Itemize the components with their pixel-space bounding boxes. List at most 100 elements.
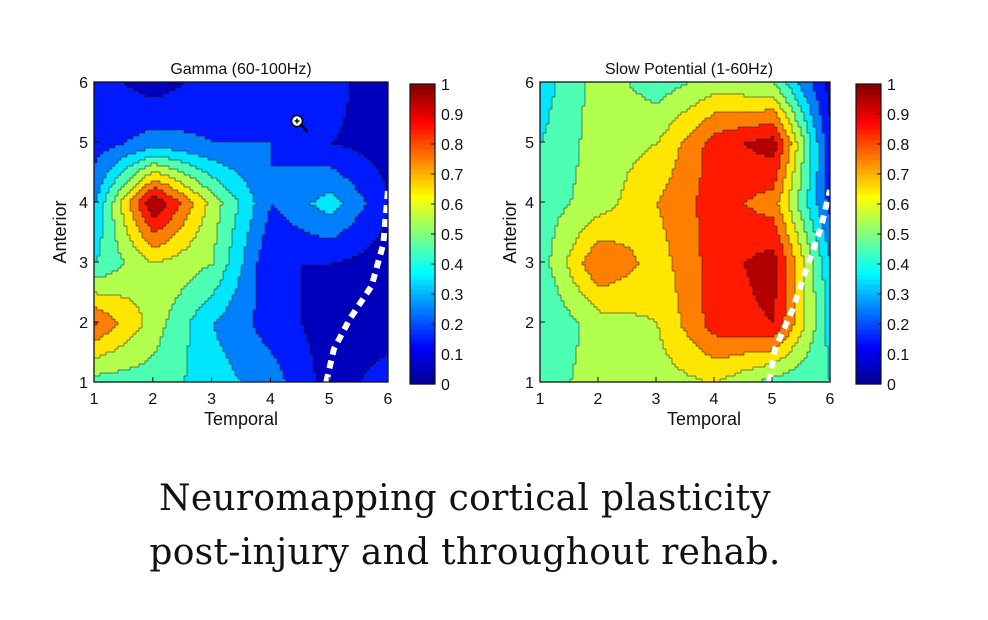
contour-cell: [193, 124, 197, 128]
contour-cell: [100, 88, 104, 92]
contour-cell: [337, 133, 341, 137]
contour-cell: [346, 154, 350, 158]
contour-cell: [250, 187, 254, 191]
contour-cell: [292, 94, 296, 98]
contour-cell: [241, 175, 245, 179]
contour-cell: [319, 115, 323, 119]
contour-cell: [358, 91, 362, 95]
contour-cell: [139, 94, 143, 98]
contour-cell: [142, 133, 146, 137]
contour-cell: [328, 127, 332, 131]
contour-cell: [373, 133, 377, 137]
contour-cell: [118, 94, 122, 98]
contour-cell: [136, 112, 140, 116]
contour-cell: [286, 217, 290, 221]
contour-cell: [382, 214, 386, 218]
contour-cell: [307, 94, 311, 98]
contour-cell: [271, 85, 275, 89]
contour-cell: [139, 163, 143, 167]
contour-cell: [202, 202, 206, 206]
contour-cell: [175, 142, 179, 146]
contour-cell: [229, 139, 233, 143]
contour-cell: [187, 139, 191, 143]
contour-cell: [385, 118, 389, 122]
contour-cell: [196, 226, 200, 230]
contour-cell: [133, 172, 137, 176]
contour-cell: [361, 142, 365, 146]
contour-cell: [310, 139, 314, 143]
contour-cell: [181, 148, 185, 152]
contour-cell: [145, 202, 149, 206]
contour-cell: [298, 94, 302, 98]
contour-cell: [316, 85, 320, 89]
contour-cell: [364, 124, 368, 128]
contour-cell: [121, 145, 125, 149]
contour-cell: [133, 187, 137, 191]
contour-cell: [106, 88, 110, 92]
contour-cell: [340, 121, 344, 125]
contour-cell: [127, 187, 131, 191]
contour-cell: [241, 112, 245, 116]
contour-cell: [382, 184, 386, 188]
contour-cell: [316, 193, 320, 197]
contour-cell: [337, 157, 341, 161]
contour-cell: [379, 85, 383, 89]
contour-cell: [229, 187, 233, 191]
contour-cell: [298, 187, 302, 191]
contour-cell: [286, 97, 290, 101]
contour-cell: [106, 196, 110, 200]
contour-cell: [109, 163, 113, 167]
contour-cell: [148, 172, 152, 176]
contour-cell: [277, 154, 281, 158]
contour-cell: [334, 151, 338, 155]
contour-cell: [379, 124, 383, 128]
contour-cell: [106, 163, 110, 167]
contour-cell: [346, 175, 350, 179]
contour-cell: [133, 121, 137, 125]
contour-cell: [337, 103, 341, 107]
contour-cell: [307, 229, 311, 233]
contour-cell: [292, 202, 296, 206]
contour-cell: [265, 109, 269, 113]
contour-cell: [154, 118, 158, 122]
contour-cell: [265, 214, 269, 218]
contour-cell: [199, 124, 203, 128]
contour-cell: [241, 145, 245, 149]
contour-cell: [364, 94, 368, 98]
contour-cell: [268, 145, 272, 149]
contour-cell: [286, 193, 290, 197]
contour-cell: [145, 217, 149, 221]
contour-cell: [343, 109, 347, 113]
contour-cell: [196, 130, 200, 134]
contour-cell: [106, 160, 110, 164]
contour-cell: [145, 94, 149, 98]
contour-cell: [325, 151, 329, 155]
contour-cell: [331, 118, 335, 122]
contour-cell: [385, 88, 389, 92]
contour-cell: [280, 145, 284, 149]
contour-cell: [205, 91, 209, 95]
contour-cell: [331, 124, 335, 128]
contour-cell: [235, 145, 239, 149]
contour-cell: [133, 223, 137, 227]
contour-cell: [139, 121, 143, 125]
contour-cell: [112, 181, 116, 185]
contour-cell: [307, 139, 311, 143]
contour-cell: [115, 229, 119, 233]
contour-cell: [97, 181, 101, 185]
contour-cell: [118, 157, 122, 161]
contour-cell: [382, 115, 386, 119]
contour-cell: [346, 217, 350, 221]
contour-cell: [163, 190, 167, 194]
contour-cell: [295, 187, 299, 191]
contour-cell: [217, 214, 221, 218]
contour-cell: [223, 166, 227, 170]
contour-cell: [142, 163, 146, 167]
contour-cell: [217, 121, 221, 125]
contour-cell: [316, 145, 320, 149]
contour-cell: [256, 208, 260, 212]
contour-cell: [358, 196, 362, 200]
contour-cell: [208, 184, 212, 188]
contour-cell: [127, 208, 131, 212]
contour-cell: [262, 109, 266, 113]
